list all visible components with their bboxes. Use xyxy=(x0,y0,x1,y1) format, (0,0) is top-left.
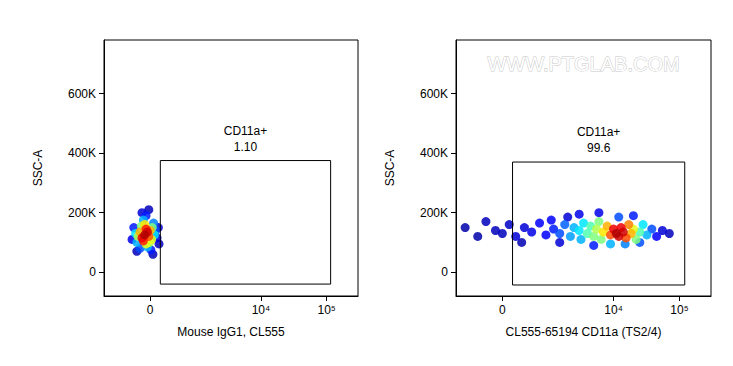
svg-text:0: 0 xyxy=(147,303,154,317)
svg-text:10⁴: 10⁴ xyxy=(604,303,623,317)
svg-text:400K: 400K xyxy=(420,146,448,160)
svg-text:CD11a+: CD11a+ xyxy=(224,124,267,138)
svg-text:10⁵: 10⁵ xyxy=(317,303,335,317)
svg-text:Mouse IgG1, CL555: Mouse IgG1, CL555 xyxy=(177,325,285,339)
svg-text:200K: 200K xyxy=(68,206,96,220)
svg-text:400K: 400K xyxy=(68,146,96,160)
svg-text:10⁴: 10⁴ xyxy=(252,303,271,317)
svg-text:WWW.PTGLAB.COM: WWW.PTGLAB.COM xyxy=(487,53,679,75)
svg-text:600K: 600K xyxy=(420,87,448,101)
svg-text:CL555-65194 CD11a (TS2/4): CL555-65194 CD11a (TS2/4) xyxy=(506,325,662,339)
svg-text:SSC-A: SSC-A xyxy=(31,150,45,187)
svg-text:CD11a+: CD11a+ xyxy=(577,125,620,139)
svg-text:0: 0 xyxy=(441,265,448,279)
svg-text:200K: 200K xyxy=(420,206,448,220)
svg-text:0: 0 xyxy=(89,265,96,279)
svg-text:0: 0 xyxy=(499,303,506,317)
svg-text:99.6: 99.6 xyxy=(587,141,611,155)
svg-text:600K: 600K xyxy=(68,87,96,101)
svg-text:SSC-A: SSC-A xyxy=(383,150,397,187)
svg-text:10⁵: 10⁵ xyxy=(670,303,688,317)
svg-text:1.10: 1.10 xyxy=(234,140,258,154)
